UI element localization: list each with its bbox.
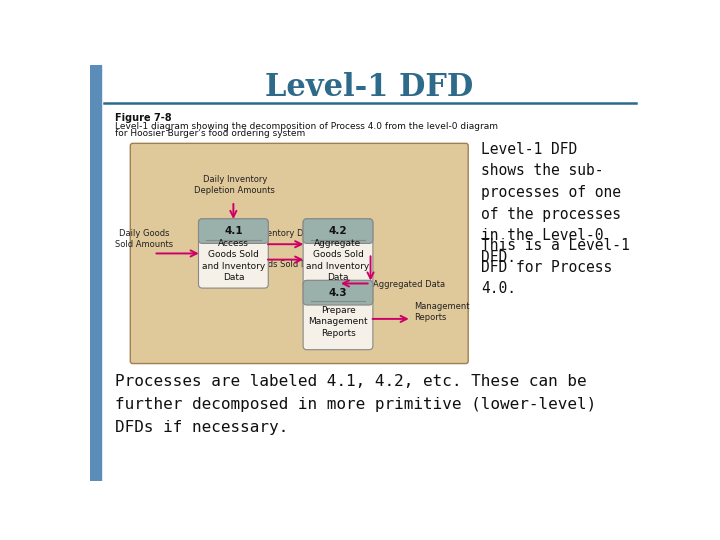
Text: 4.2: 4.2 (329, 226, 347, 236)
FancyBboxPatch shape (199, 219, 269, 288)
Text: Aggregate
Goods Sold
and Inventory
Data: Aggregate Goods Sold and Inventory Data (307, 239, 369, 282)
FancyBboxPatch shape (303, 280, 373, 305)
Text: 4.3: 4.3 (329, 288, 347, 298)
Bar (203, 231, 264, 240)
Text: Goods Sold Data: Goods Sold Data (251, 260, 320, 268)
Text: Level-1 DFD
shows the sub-
processes of one
of the processes
in the Level-0
DFD.: Level-1 DFD shows the sub- processes of … (482, 142, 621, 265)
FancyBboxPatch shape (199, 219, 269, 244)
Text: This is a Level-1
DFD for Process
4.0.: This is a Level-1 DFD for Process 4.0. (482, 238, 630, 296)
Bar (307, 231, 368, 240)
FancyBboxPatch shape (303, 280, 373, 350)
Text: Processes are labeled 4.1, 4.2, etc. These can be
further decomposed in more pri: Processes are labeled 4.1, 4.2, etc. The… (114, 374, 596, 435)
Text: 4.1: 4.1 (224, 226, 243, 236)
Text: Aggregated Data: Aggregated Data (373, 280, 445, 289)
Bar (307, 293, 368, 301)
Text: Access
Goods Sold
and Inventory
Data: Access Goods Sold and Inventory Data (202, 239, 265, 282)
Text: for Hoosier Burger’s food ordering system: for Hoosier Burger’s food ordering syste… (114, 129, 305, 138)
Bar (90, 65, 101, 481)
FancyBboxPatch shape (303, 219, 373, 288)
Text: Level-1 diagram showing the decomposition of Process 4.0 from the level-0 diagra: Level-1 diagram showing the decompositio… (114, 122, 498, 131)
Text: Management
Reports: Management Reports (414, 302, 469, 322)
FancyBboxPatch shape (303, 219, 373, 244)
Text: Figure 7-8: Figure 7-8 (114, 113, 171, 123)
Text: Prepare
Management
Reports: Prepare Management Reports (308, 306, 368, 338)
FancyBboxPatch shape (130, 143, 468, 363)
Text: Daily Goods
Sold Amounts: Daily Goods Sold Amounts (115, 229, 174, 249)
Text: Level-1 DFD: Level-1 DFD (265, 72, 473, 103)
Text: Inventory Data: Inventory Data (254, 229, 318, 238)
Text: Daily Inventory
Depletion Amounts: Daily Inventory Depletion Amounts (194, 175, 275, 195)
